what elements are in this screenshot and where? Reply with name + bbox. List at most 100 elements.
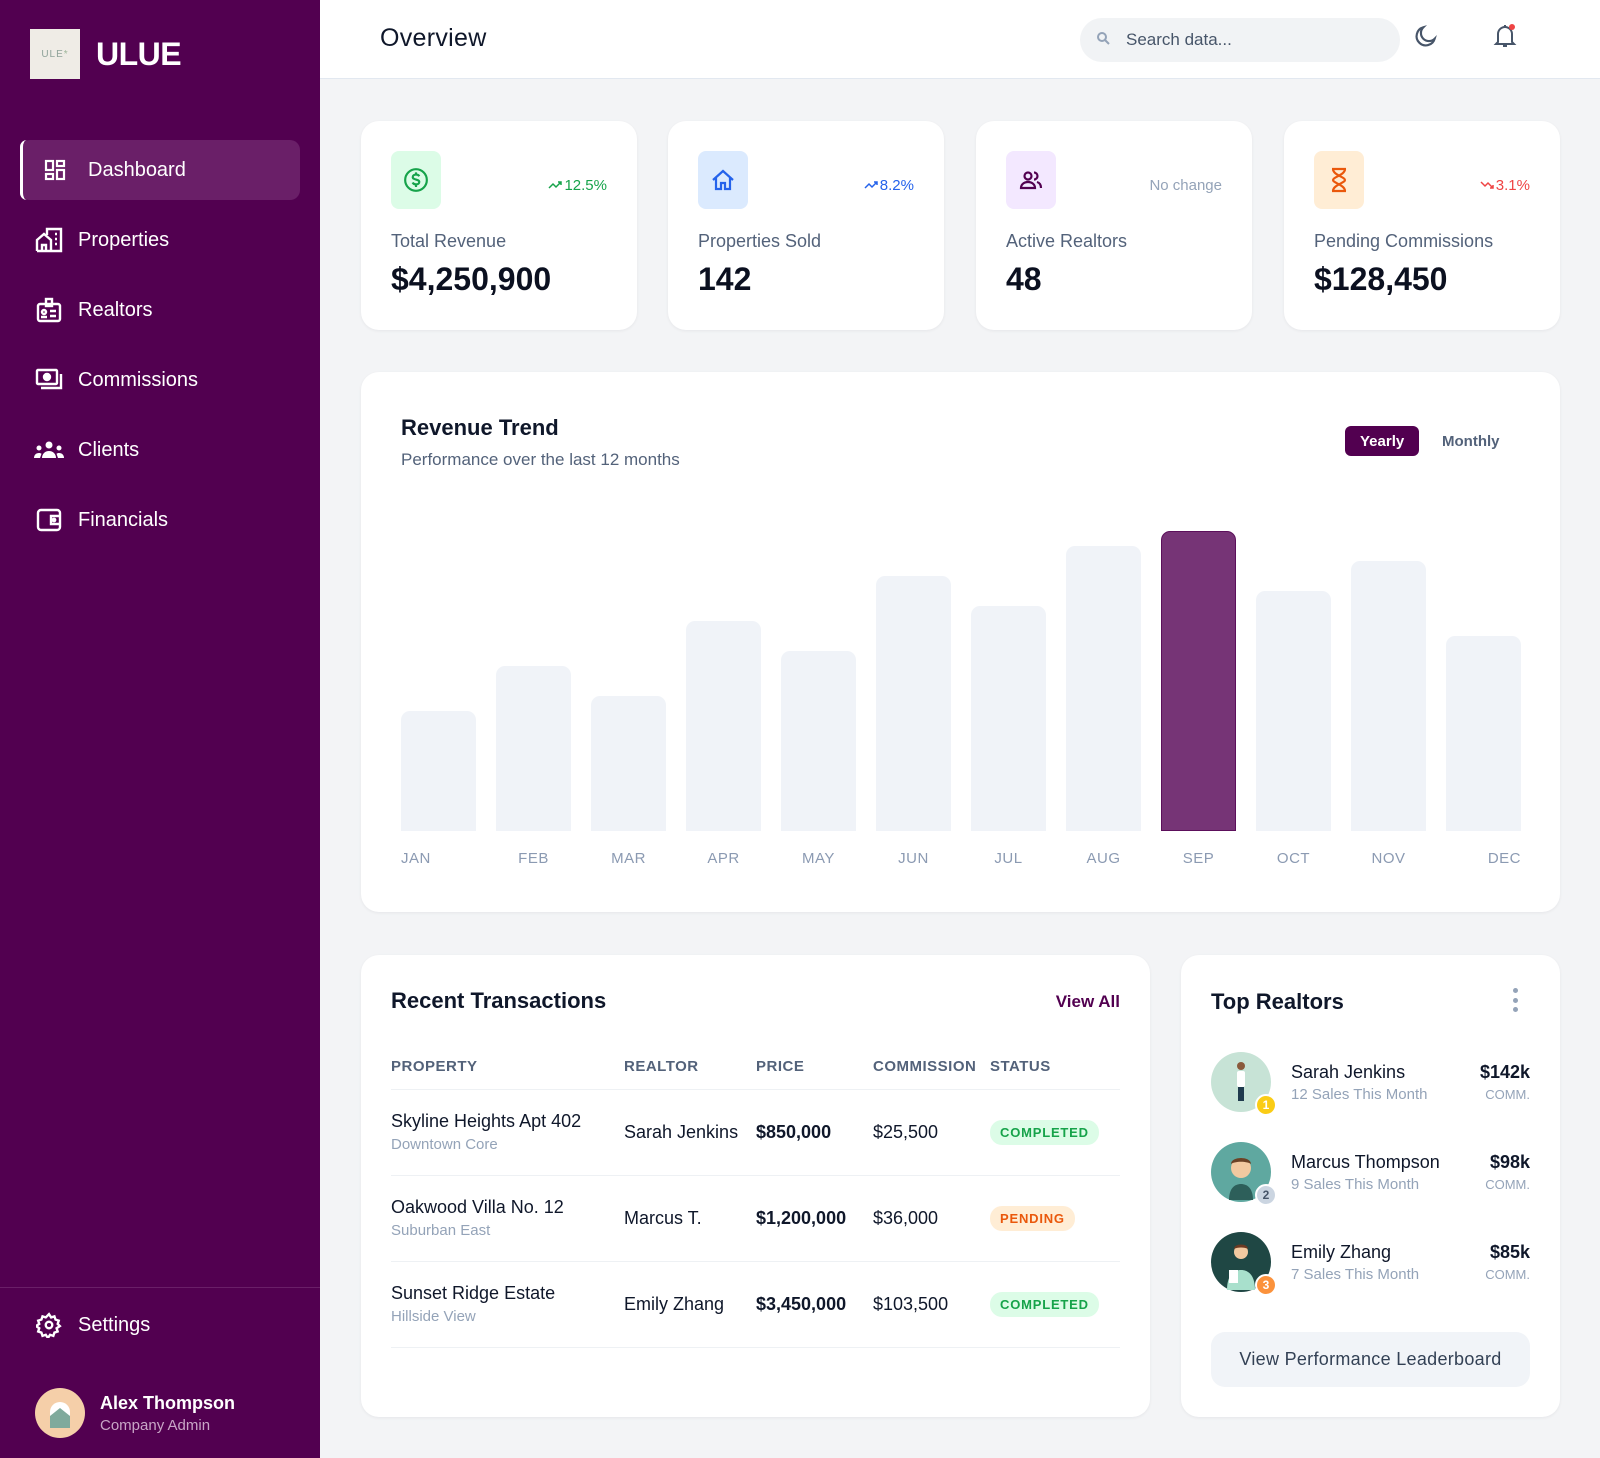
bar-feb[interactable] bbox=[496, 666, 571, 831]
sidebar-item-label: Realtors bbox=[78, 298, 153, 321]
sidebar-item-properties[interactable]: Properties bbox=[20, 210, 300, 270]
realtor-name: Emily Zhang bbox=[1291, 1241, 1392, 1262]
top-header: Overview bbox=[320, 0, 1600, 79]
bar-may[interactable] bbox=[781, 651, 856, 831]
stat-delta: 8.2% bbox=[864, 177, 914, 194]
stat-value: $128,450 bbox=[1314, 261, 1448, 297]
dark-mode-toggle[interactable] bbox=[1410, 22, 1442, 54]
property-name: Oakwood Villa No. 12 bbox=[391, 1197, 564, 1217]
bar-jul[interactable] bbox=[971, 606, 1046, 831]
realtor-item[interactable]: 2 Marcus Thompson 9 Sales This Month $98… bbox=[1211, 1142, 1530, 1206]
bar-nov[interactable] bbox=[1351, 561, 1426, 831]
bell-icon bbox=[1493, 23, 1517, 54]
cash-icon bbox=[34, 365, 64, 395]
users-icon bbox=[1006, 151, 1056, 209]
stat-value: 48 bbox=[1006, 261, 1042, 297]
bar-aug[interactable] bbox=[1066, 546, 1141, 831]
stat-card-pending-commissions[interactable]: 3.1% Pending Commissions $128,450 bbox=[1284, 121, 1560, 330]
commission-unit: COMM. bbox=[1485, 1087, 1530, 1102]
commission: $36,000 bbox=[873, 1175, 990, 1262]
sidebar-item-commissions[interactable]: Commissions bbox=[20, 350, 300, 410]
sidebar-divider bbox=[0, 1287, 320, 1288]
gear-icon bbox=[34, 1310, 64, 1340]
trend-up-icon bbox=[864, 177, 878, 194]
realtor-item[interactable]: 3 Emily Zhang 7 Sales This Month $85k CO… bbox=[1211, 1232, 1530, 1296]
toggle-yearly[interactable]: Yearly bbox=[1345, 426, 1420, 456]
stat-label: Total Revenue bbox=[391, 231, 507, 251]
x-label: FEB bbox=[518, 850, 549, 867]
property-location: Hillside View bbox=[391, 1308, 476, 1325]
user-profile[interactable]: Alex Thompson Company Admin bbox=[35, 1388, 235, 1438]
bar-mar[interactable] bbox=[591, 696, 666, 831]
hourglass-icon bbox=[1314, 151, 1364, 209]
table-row[interactable]: Oakwood Villa No. 12 Suburban East Marcus… bbox=[391, 1175, 1120, 1262]
sidebar-item-label: Clients bbox=[78, 438, 140, 461]
sidebar-item-settings[interactable]: Settings bbox=[34, 1310, 150, 1340]
x-label: DEC bbox=[1487, 850, 1521, 867]
price: $850,000 bbox=[756, 1089, 873, 1176]
bar-oct[interactable] bbox=[1256, 591, 1331, 831]
table-row[interactable]: Sunset Ridge Estate Hillside View Emily Z… bbox=[391, 1261, 1120, 1348]
transactions-table: PROPERTY REALTOR PRICE COMMISSION STATUS… bbox=[391, 1045, 1120, 1348]
more-options-icon[interactable] bbox=[1510, 988, 1520, 1012]
group-icon bbox=[34, 435, 64, 465]
top-realtors-title: Top Realtors bbox=[1211, 989, 1344, 1014]
realtor-commission: $142k bbox=[1479, 1062, 1530, 1082]
view-leaderboard-button[interactable]: View Performance Leaderboard bbox=[1211, 1332, 1530, 1387]
realtor-name: Marcus Thompson bbox=[1291, 1151, 1440, 1172]
commission: $103,500 bbox=[873, 1261, 990, 1348]
revenue-trend-card: Revenue Trend Performance over the last … bbox=[361, 372, 1560, 912]
top-realtors-card: Top Realtors 1 Sarah Jenkins 12 Sales Th… bbox=[1181, 955, 1560, 1417]
stat-card-total-revenue[interactable]: 12.5% Total Revenue $4,250,900 bbox=[361, 121, 637, 330]
search-box[interactable] bbox=[1080, 18, 1400, 62]
col-realtor: REALTOR bbox=[624, 1045, 756, 1090]
chart-title: Revenue Trend bbox=[401, 415, 559, 440]
settings-label: Settings bbox=[78, 1313, 151, 1336]
property-name: Skyline Heights Apt 402 bbox=[391, 1111, 582, 1131]
trend-up-icon bbox=[548, 177, 563, 194]
stat-label: Properties Sold bbox=[698, 231, 822, 251]
bar-apr[interactable] bbox=[686, 621, 761, 831]
bar-jan[interactable] bbox=[401, 711, 476, 831]
x-label: JUN bbox=[898, 850, 929, 867]
view-all-link[interactable]: View All bbox=[1055, 992, 1120, 1011]
realtor-item[interactable]: 1 Sarah Jenkins 12 Sales This Month $142… bbox=[1211, 1052, 1530, 1116]
sidebar-item-dashboard[interactable]: Dashboard bbox=[20, 140, 300, 200]
moon-icon bbox=[1413, 23, 1439, 54]
sidebar-item-realtors[interactable]: Realtors bbox=[20, 280, 300, 340]
stat-value: 142 bbox=[698, 261, 752, 297]
bar-dec[interactable] bbox=[1446, 636, 1521, 831]
col-commission: COMMISSION bbox=[873, 1045, 990, 1090]
sidebar-item-label: Dashboard bbox=[88, 158, 186, 181]
realtor-sales: 9 Sales This Month bbox=[1291, 1175, 1420, 1193]
status-badge: COMPLETED bbox=[990, 1119, 1099, 1145]
rank-badge: 2 bbox=[1255, 1184, 1277, 1206]
bar-jun[interactable] bbox=[876, 576, 951, 831]
brand[interactable]: ULE * ULUE bbox=[30, 29, 182, 79]
table-row[interactable]: Skyline Heights Apt 402 Downtown Core Sar… bbox=[391, 1089, 1120, 1176]
realtor-name: Marcus T. bbox=[624, 1175, 756, 1262]
x-label: JAN bbox=[401, 850, 431, 867]
property-location: Downtown Core bbox=[391, 1136, 498, 1153]
sidebar-item-clients[interactable]: Clients bbox=[20, 420, 300, 480]
avatar: 2 bbox=[1211, 1142, 1277, 1206]
stat-card-active-realtors[interactable]: No change Active Realtors 48 bbox=[976, 121, 1252, 330]
x-label: JUL bbox=[994, 850, 1023, 867]
realtor-commission: $98k bbox=[1489, 1152, 1530, 1172]
avatar: 1 bbox=[1211, 1052, 1277, 1116]
sidebar-item-financials[interactable]: Financials bbox=[20, 490, 300, 550]
toggle-monthly[interactable]: Monthly bbox=[1442, 432, 1500, 450]
x-axis-labels: JAN FEB MAR APR MAY JUN JUL AUG SEP OCT NOV DEC bbox=[401, 850, 1521, 867]
dollar-icon bbox=[391, 151, 441, 209]
bar-sep[interactable] bbox=[1161, 531, 1236, 831]
commission-unit: COMM. bbox=[1485, 1267, 1530, 1282]
search-icon bbox=[1096, 31, 1110, 50]
realtor-commission: $85k bbox=[1489, 1242, 1530, 1262]
stat-card-properties-sold[interactable]: 8.2% Properties Sold 142 bbox=[668, 121, 944, 330]
user-name: Alex Thompson bbox=[100, 1392, 236, 1413]
realtor-sales: 7 Sales This Month bbox=[1291, 1265, 1420, 1283]
stat-value: $4,250,900 bbox=[391, 261, 552, 297]
x-label: MAY bbox=[802, 850, 835, 867]
notifications-button[interactable] bbox=[1489, 22, 1521, 54]
search-input[interactable] bbox=[1126, 30, 1366, 50]
